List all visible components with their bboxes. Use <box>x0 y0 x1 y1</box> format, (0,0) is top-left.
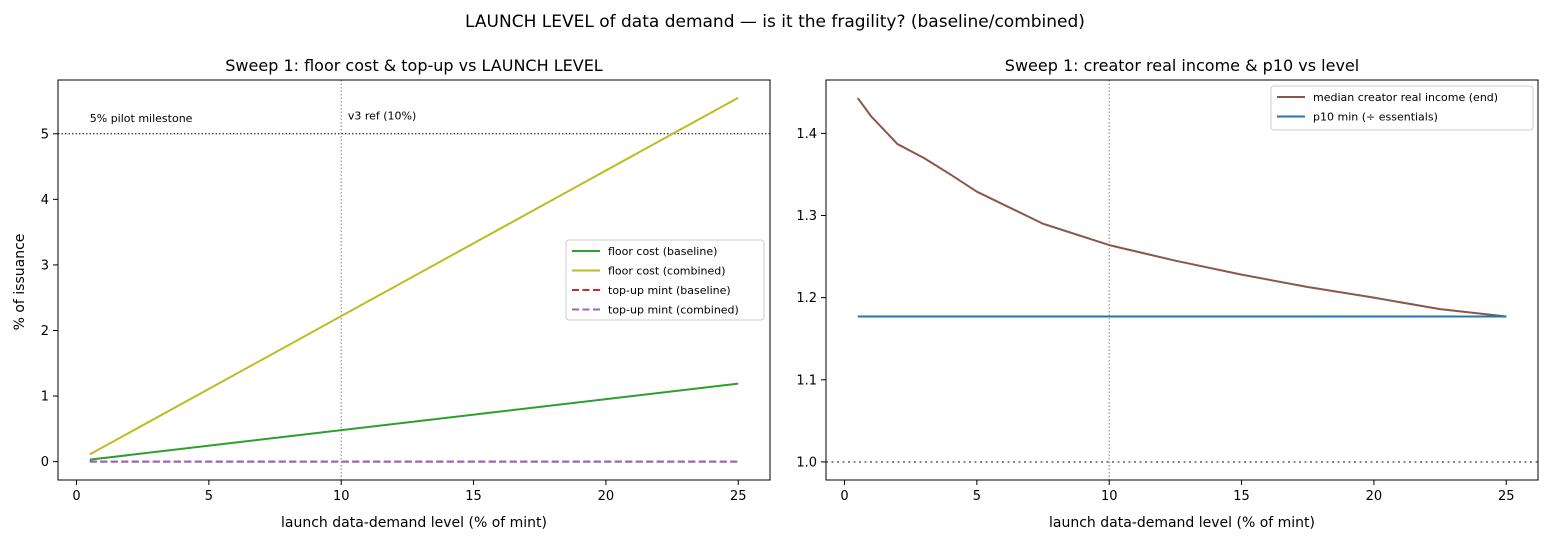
right-x-tick-label: 10 <box>1101 489 1118 504</box>
left-y-tick-label: 5 <box>41 127 49 142</box>
left-x-tick-label: 15 <box>465 489 482 504</box>
left-reference-label: v3 ref (10%) <box>348 109 416 122</box>
right-y-tick-label: 1.1 <box>796 373 817 388</box>
right-chart: Sweep 1: creator real income & p10 vs le… <box>796 56 1539 531</box>
left-chart-plot-area: 5% pilot milestone v3 ref (10%)0 5 10 15 20 25… <box>41 79 771 504</box>
left-y-tick-label: 0 <box>41 455 49 470</box>
right-x-tick-label: 5 <box>973 489 981 504</box>
right-series-line-1 <box>856 97 1507 318</box>
right-y-tick-label: 1.4 <box>796 127 817 142</box>
left-chart: Sweep 1: floor cost & top-up vs LAUNCH L… <box>12 56 771 531</box>
right-axes-frame <box>825 79 1539 481</box>
left-legend-label: top-up mint (combined) <box>608 304 739 317</box>
right-x-tick-label: 20 <box>1366 489 1383 504</box>
left-legend-label: floor cost (baseline) <box>608 245 717 258</box>
right-y-tick-label: 1.2 <box>796 291 817 306</box>
left-axes-frame <box>57 79 771 481</box>
right-x-tick-label: 0 <box>840 489 848 504</box>
left-x-tick-label: 10 <box>333 489 350 504</box>
left-y-tick-label: 1 <box>41 390 49 405</box>
left-x-tick-label: 20 <box>598 489 615 504</box>
right-legend-box <box>1270 85 1534 131</box>
figure-suptitle: LAUNCH LEVEL of data demand — is it the … <box>465 12 1085 32</box>
left-chart-title: Sweep 1: floor cost & top-up vs LAUNCH L… <box>225 56 603 75</box>
left-series-line-1 <box>89 382 739 461</box>
left-y-tick-label: 3 <box>41 258 49 273</box>
left-series-line-2 <box>89 96 739 456</box>
right-x-tick-label: 25 <box>1498 489 1515 504</box>
left-chart-ylabel: % of issuance <box>12 234 28 331</box>
left-x-tick-label: 25 <box>730 489 747 504</box>
right-y-tick-label: 1.0 <box>796 455 817 470</box>
left-chart-xlabel: launch data-demand level (% of mint) <box>281 515 547 531</box>
right-chart-xlabel: launch data-demand level (% of mint) <box>1049 515 1315 531</box>
right-legend-label: p10 min (÷ essentials) <box>1313 111 1438 124</box>
left-legend: floor cost (baseline) floor cost (combine… <box>565 239 765 321</box>
left-y-tick-label: 2 <box>41 324 49 339</box>
right-y-tick-label: 1.3 <box>796 209 817 224</box>
right-legend: median creator real income (end) p10 min … <box>1270 85 1534 131</box>
left-legend-label: floor cost (combined) <box>608 265 726 278</box>
right-x-tick-label: 15 <box>1233 489 1250 504</box>
right-legend-label: median creator real income (end) <box>1313 91 1498 104</box>
right-chart-title: Sweep 1: creator real income & p10 vs le… <box>1005 56 1359 75</box>
left-reference-label: 5% pilot milestone <box>90 112 193 125</box>
left-legend-box <box>565 239 765 321</box>
left-x-tick-label: 5 <box>205 489 213 504</box>
right-chart-plot-area: 0 5 10 15 20 25 1.0 1.1 1.2 1.3 1.4 median creator … <box>796 79 1539 504</box>
left-y-tick-label: 4 <box>41 193 49 208</box>
left-x-tick-label: 0 <box>72 489 80 504</box>
left-legend-label: top-up mint (baseline) <box>608 284 731 297</box>
